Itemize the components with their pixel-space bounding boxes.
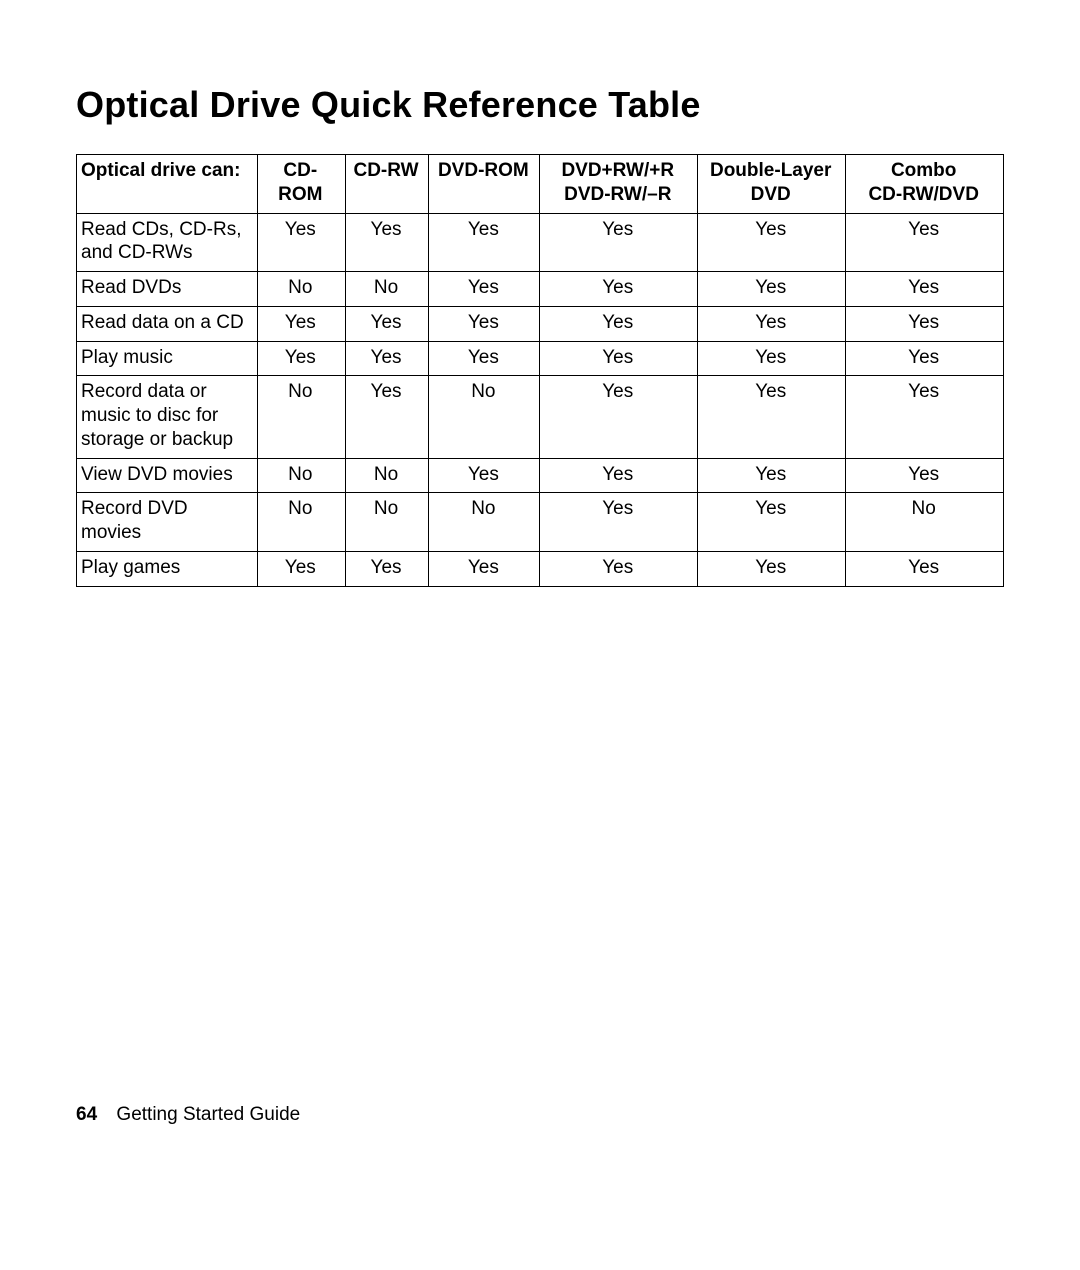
table-header-text: Combo: [891, 160, 956, 181]
table-cell: Yes: [540, 272, 698, 307]
table-cell: No: [345, 272, 428, 307]
page-number: 64: [76, 1104, 97, 1125]
table-cell: Yes: [698, 458, 846, 493]
table-header-col: DVD+RW/+RDVD-RW/–R: [540, 155, 698, 214]
table-row: Read CDs, CD-Rs, and CD-RWsYesYesYesYesY…: [77, 213, 1004, 272]
table-cell: Yes: [540, 306, 698, 341]
table-row: Play gamesYesYesYesYesYesYes: [77, 551, 1004, 586]
table-row-label: Read data on a CD: [77, 306, 258, 341]
table-row-label: Record DVD movies: [77, 493, 258, 552]
table-cell: Yes: [698, 341, 846, 376]
table-cell: No: [257, 458, 345, 493]
table-cell: Yes: [846, 306, 1004, 341]
table-cell: No: [257, 493, 345, 552]
table-cell: Yes: [540, 493, 698, 552]
table-cell: Yes: [698, 551, 846, 586]
table-cell: Yes: [698, 376, 846, 458]
table-cell: Yes: [257, 551, 345, 586]
table-cell: Yes: [429, 272, 540, 307]
table-row-label: View DVD movies: [77, 458, 258, 493]
table-header-col: ComboCD-RW/DVD: [846, 155, 1004, 214]
table-header-text: DVD+RW/+R: [561, 160, 674, 181]
table-header-rowlabel: Optical drive can:: [77, 155, 258, 214]
table-row: Record data or music to disc for storage…: [77, 376, 1004, 458]
table-cell: Yes: [698, 272, 846, 307]
table-header-col: CD-ROM: [257, 155, 345, 214]
table-cell: Yes: [698, 213, 846, 272]
table-row-label: Read CDs, CD-Rs, and CD-RWs: [77, 213, 258, 272]
footer-text: Getting Started Guide: [116, 1104, 300, 1125]
table-cell: No: [345, 458, 428, 493]
table-header-text-line2: DVD: [702, 183, 839, 207]
table-cell: Yes: [429, 341, 540, 376]
table-header-col: DVD-ROM: [429, 155, 540, 214]
table-cell: Yes: [345, 551, 428, 586]
table-cell: No: [345, 493, 428, 552]
table-cell: Yes: [429, 551, 540, 586]
table-cell: Yes: [846, 341, 1004, 376]
table-cell: Yes: [257, 341, 345, 376]
table-cell: No: [846, 493, 1004, 552]
table-row: View DVD moviesNoNoYesYesYesYes: [77, 458, 1004, 493]
table-header-text-line2: DVD-RW/–R: [544, 183, 691, 207]
table-header-text: CD-RW: [353, 160, 418, 181]
table-cell: Yes: [345, 376, 428, 458]
table-header-text: CD-ROM: [278, 160, 322, 205]
document-page: Optical Drive Quick Reference Table Opti…: [0, 0, 1080, 587]
table-header-text: Double-Layer: [710, 160, 831, 181]
table-row-label: Record data or music to disc for storage…: [77, 376, 258, 458]
table-cell: Yes: [257, 306, 345, 341]
table-header-col: Double-LayerDVD: [698, 155, 846, 214]
table-cell: Yes: [345, 213, 428, 272]
table-cell: Yes: [540, 341, 698, 376]
table-cell: Yes: [698, 493, 846, 552]
reference-table: Optical drive can: CD-ROM CD-RW DVD-ROM DVD+…: [76, 154, 1004, 587]
table-cell: Yes: [345, 341, 428, 376]
table-cell: Yes: [846, 376, 1004, 458]
table-cell: Yes: [540, 213, 698, 272]
table-cell: Yes: [429, 458, 540, 493]
table-cell: Yes: [846, 551, 1004, 586]
table-cell: Yes: [846, 458, 1004, 493]
table-cell: No: [257, 376, 345, 458]
table-row-label: Read DVDs: [77, 272, 258, 307]
table-cell: No: [429, 493, 540, 552]
table-header-text: Optical drive can:: [81, 160, 240, 181]
table-cell: Yes: [846, 272, 1004, 307]
page-title: Optical Drive Quick Reference Table: [76, 84, 1004, 126]
table-cell: Yes: [540, 458, 698, 493]
table-cell: Yes: [345, 306, 428, 341]
table-cell: Yes: [698, 306, 846, 341]
table-cell: Yes: [257, 213, 345, 272]
table-cell: Yes: [540, 551, 698, 586]
table-cell: Yes: [846, 213, 1004, 272]
table-cell: Yes: [429, 213, 540, 272]
table-row: Record DVD moviesNoNoNoYesYesNo: [77, 493, 1004, 552]
table-cell: No: [429, 376, 540, 458]
table-row: Read DVDsNoNoYesYesYesYes: [77, 272, 1004, 307]
table-header-text-line2: CD-RW/DVD: [850, 183, 997, 207]
table-row-label: Play music: [77, 341, 258, 376]
table-header-col: CD-RW: [345, 155, 428, 214]
table-cell: Yes: [540, 376, 698, 458]
table-row-label: Play games: [77, 551, 258, 586]
page-footer: 64 Getting Started Guide: [76, 1104, 300, 1126]
table-row: Read data on a CDYesYesYesYesYesYes: [77, 306, 1004, 341]
table-row: Play musicYesYesYesYesYesYes: [77, 341, 1004, 376]
table-cell: Yes: [429, 306, 540, 341]
table-header-row: Optical drive can: CD-ROM CD-RW DVD-ROM DVD+…: [77, 155, 1004, 214]
table-header-text: DVD-ROM: [438, 160, 529, 181]
table-cell: No: [257, 272, 345, 307]
